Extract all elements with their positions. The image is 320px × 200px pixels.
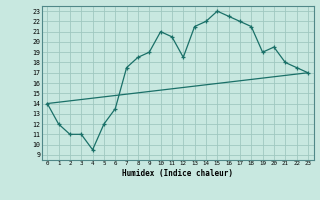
X-axis label: Humidex (Indice chaleur): Humidex (Indice chaleur) <box>122 169 233 178</box>
